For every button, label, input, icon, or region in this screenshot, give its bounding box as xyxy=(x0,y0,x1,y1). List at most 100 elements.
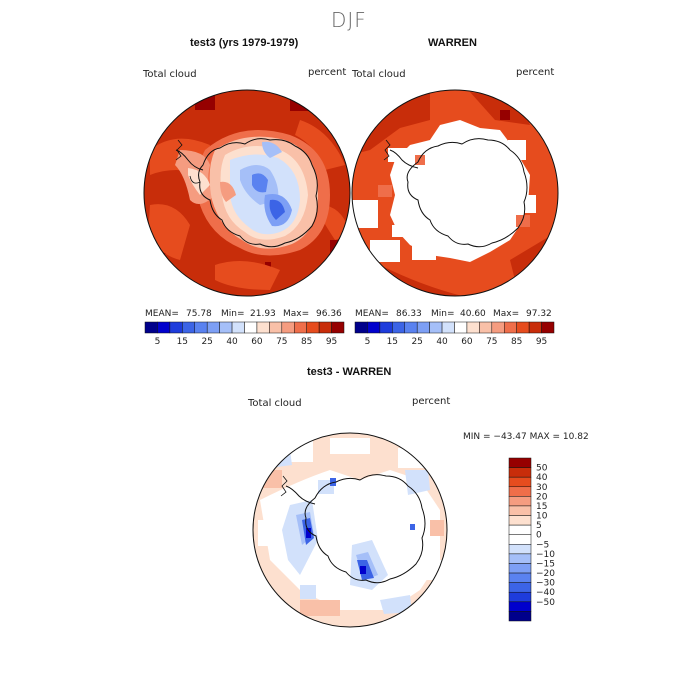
colorbar-swatch xyxy=(416,321,430,334)
colorbar-tick-label: 10 xyxy=(536,512,548,522)
colorbar-tick-label: −20 xyxy=(536,569,555,579)
colorbar-swatch xyxy=(244,321,258,334)
colorbar-swatch xyxy=(354,321,368,334)
colorbar-swatch xyxy=(331,321,345,334)
colorbar-swatch xyxy=(508,601,532,612)
panel2-mean-label: MEAN= xyxy=(355,309,389,319)
colorbar-tick-label: 85 xyxy=(511,337,522,347)
panel2-min-value: 40.60 xyxy=(460,309,486,319)
panel2-min-label: Min= xyxy=(431,309,455,319)
panel1-mean-value: 75.78 xyxy=(186,309,212,319)
colorbar-swatch xyxy=(508,591,532,603)
panel1-right-label: percent xyxy=(308,67,347,78)
panel2-left-label: Total cloud xyxy=(352,69,406,80)
panel3-title: test3 - WARREN xyxy=(307,366,392,378)
colorbar-tick-label: −10 xyxy=(536,550,555,560)
panel2-max-value: 97.32 xyxy=(526,309,552,319)
colorbar-swatch xyxy=(504,321,517,334)
colorbar-tick-label: 25 xyxy=(411,337,422,347)
colorbar-tick-label: 40 xyxy=(536,473,548,483)
colorbar-swatch xyxy=(379,321,393,334)
colorbar-swatch xyxy=(404,321,418,334)
colorbar-tick-label: 40 xyxy=(436,337,448,347)
colorbar-swatch xyxy=(508,544,532,555)
colorbar-swatch xyxy=(516,321,530,334)
colorbar-swatch xyxy=(491,321,505,334)
colorbar-tick-label: 95 xyxy=(536,337,547,347)
panel2-colorbar: 5 15 25 40 60 75 85 95 xyxy=(354,321,555,347)
colorbar-swatch xyxy=(508,476,532,488)
colorbar-swatch xyxy=(157,321,171,334)
colorbar-swatch xyxy=(219,321,233,334)
colorbar-tick-label: −5 xyxy=(536,540,549,550)
colorbar-swatch xyxy=(454,321,468,334)
colorbar-swatch xyxy=(541,321,555,334)
colorbar-swatch xyxy=(508,515,532,526)
panel2-map xyxy=(351,89,559,297)
colorbar-swatch xyxy=(479,321,493,334)
colorbar-swatch xyxy=(144,321,158,334)
colorbar-tick-label: 20 xyxy=(536,492,548,502)
colorbar-swatch xyxy=(367,321,381,334)
colorbar-swatch xyxy=(508,611,532,622)
colorbar-tick-label: 5 xyxy=(536,521,542,531)
colorbar-tick-label: 50 xyxy=(536,464,548,474)
colorbar-swatch xyxy=(182,321,195,334)
panel2-max-label: Max= xyxy=(493,309,520,319)
colorbar-swatch xyxy=(281,321,295,334)
panel3-right-label: percent xyxy=(412,396,451,407)
panel2-right-label: percent xyxy=(516,67,555,78)
colorbar-swatch xyxy=(508,582,532,593)
panel1-min-value: 21.93 xyxy=(250,309,276,319)
panel3-left-label: Total cloud xyxy=(248,398,302,409)
colorbar-tick-label: −15 xyxy=(536,559,555,569)
colorbar-tick-label: 0 xyxy=(536,531,542,541)
colorbar-swatch xyxy=(508,524,532,535)
panel2-title: WARREN xyxy=(428,37,477,49)
colorbar-swatch xyxy=(306,321,320,334)
colorbar-swatch xyxy=(508,563,532,574)
panel3-stats: MIN = −43.47 MAX = 10.82 xyxy=(463,432,589,442)
colorbar-tick-label: 60 xyxy=(251,337,263,347)
colorbar-swatch xyxy=(508,572,532,583)
colorbar-tick-label: −30 xyxy=(536,579,555,589)
panel3-map xyxy=(252,432,448,628)
colorbar-tick-label: 85 xyxy=(301,337,312,347)
colorbar-swatch xyxy=(318,321,332,334)
panel1-title: test3 (yrs 1979-1979) xyxy=(190,37,299,49)
colorbar-swatch xyxy=(508,534,532,545)
panel1-left-label: Total cloud xyxy=(143,69,197,80)
colorbar-tick-label: 25 xyxy=(201,337,212,347)
colorbar-tick-label: 75 xyxy=(276,337,287,347)
colorbar-tick-label: 30 xyxy=(536,483,548,493)
colorbar-swatch xyxy=(508,457,532,468)
colorbar-tick-label: 15 xyxy=(177,337,188,347)
colorbar-tick-label: 5 xyxy=(365,337,371,347)
panel1-colorbar: 5 15 25 40 60 75 85 95 xyxy=(144,321,345,347)
colorbar-tick-label: 75 xyxy=(486,337,497,347)
panel1-mean-label: MEAN= xyxy=(145,309,179,319)
colorbar-swatch xyxy=(294,321,307,334)
colorbar-swatch xyxy=(169,321,183,334)
colorbar-tick-label: 40 xyxy=(226,337,238,347)
colorbar-tick-label: 15 xyxy=(387,337,398,347)
colorbar-swatch xyxy=(508,467,532,478)
colorbar-swatch xyxy=(508,553,532,564)
colorbar-swatch xyxy=(206,321,220,334)
panel1-max-value: 96.36 xyxy=(316,309,342,319)
colorbar-swatch xyxy=(508,486,532,497)
colorbar-tick-label: −50 xyxy=(536,598,555,608)
panel1-max-label: Max= xyxy=(283,309,310,319)
colorbar-swatch xyxy=(231,321,245,334)
colorbar-swatch xyxy=(194,321,208,334)
panel1-min-label: Min= xyxy=(221,309,245,319)
colorbar-swatch xyxy=(508,505,532,516)
colorbar-swatch xyxy=(269,321,283,334)
colorbar-swatch xyxy=(256,321,270,334)
colorbar-tick-label: −40 xyxy=(536,588,555,598)
panel1-map xyxy=(143,89,351,297)
colorbar-swatch xyxy=(466,321,480,334)
colorbar-swatch xyxy=(429,321,443,334)
